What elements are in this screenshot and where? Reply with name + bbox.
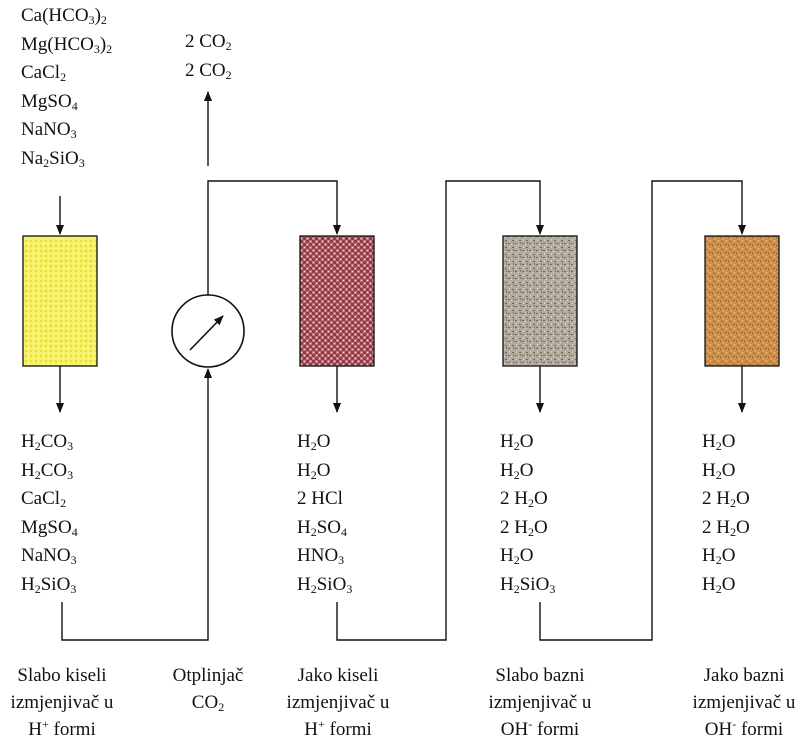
formula-line: H2CO3 (21, 459, 74, 482)
formula-line: MgSO4 (21, 516, 78, 539)
formula-line: 2 HCl (297, 488, 343, 509)
formula-line: H2O (500, 459, 534, 482)
formula-line: Na2SiO3 (21, 147, 85, 170)
feed-composition: Ca(HCO3)2 Mg(HCO3)2 CaCl2 MgSO4 NaNO3 Na2SiO3 (21, 2, 112, 173)
weak-acid-column (22, 235, 98, 367)
formula-line: H2SiO3 (21, 573, 77, 596)
co2-output: 2 CO2 2 CO2 (185, 28, 232, 85)
formula-line: H2O (500, 431, 534, 453)
formula-line: MgSO4 (21, 90, 78, 113)
formula-line: NaNO3 (21, 545, 77, 567)
flow-lines (56, 91, 746, 641)
formula-line: Ca(HCO3)2 (21, 5, 107, 27)
weak-base-column (502, 235, 578, 367)
col1-to-degasser (61, 368, 212, 641)
formula-line: H2SiO3 (500, 573, 556, 596)
formula-line: H2O (702, 459, 736, 482)
formula-line: CaCl2 (21, 62, 67, 84)
formula-line: Mg(HCO3)2 (21, 33, 113, 56)
weak-base-effluent: H2O H2O 2 H2O 2 H2O H2O H2SiO3 (500, 428, 555, 599)
formula-line: H2O (702, 431, 736, 453)
formula-line: CaCl2 (21, 488, 67, 510)
formula-line: 2 H2O (500, 516, 548, 539)
formula-line: NaNO3 (21, 119, 77, 141)
formula-line: HNO3 (297, 545, 345, 567)
formula-line: H2SO4 (297, 516, 348, 539)
caption-degasser: Otplinjač CO2 (172, 665, 244, 714)
degasser-to-col2 (207, 180, 341, 295)
caption-strong-base: Jako bazni izmjenjivač u OH- formi (692, 665, 796, 740)
formula-line: 2 CO2 (185, 31, 232, 53)
degasser-gauge-icon (171, 294, 245, 368)
formula-line: H2O (297, 459, 331, 482)
caption-strong-acid: Jako kiseli izmjenjivač u H+ formi (286, 665, 390, 740)
formula-line: 2 CO2 (185, 59, 232, 82)
col3-to-col4 (539, 180, 746, 641)
formula-line: 2 H2O (702, 488, 750, 510)
caption-weak-base: Slabo bazni izmjenjivač u OH- formi (488, 665, 592, 740)
strong-acid-column (299, 235, 375, 367)
formula-line: H2O (702, 573, 736, 596)
formula-line: H2O (500, 545, 534, 567)
strong-base-effluent: H2O H2O 2 H2O 2 H2O H2O H2O (702, 428, 750, 599)
formula-line: H2O (297, 431, 331, 453)
caption-weak-acid: Slabo kiseli izmjenjivač u H+ formi (10, 665, 114, 740)
formula-line: H2SiO3 (297, 573, 353, 596)
formula-line: 2 H2O (500, 488, 548, 510)
strong-acid-effluent: H2O H2O 2 HCl H2SO4 HNO3 H2SiO3 (297, 428, 352, 599)
formula-line: H2CO3 (21, 431, 74, 453)
col2-to-col3 (336, 180, 544, 641)
weak-acid-effluent: H2CO3 H2CO3 CaCl2 MgSO4 NaNO3 H2SiO3 (21, 428, 78, 599)
formula-line: H2O (702, 545, 736, 567)
strong-base-column (704, 235, 780, 367)
formula-line: 2 H2O (702, 516, 750, 539)
